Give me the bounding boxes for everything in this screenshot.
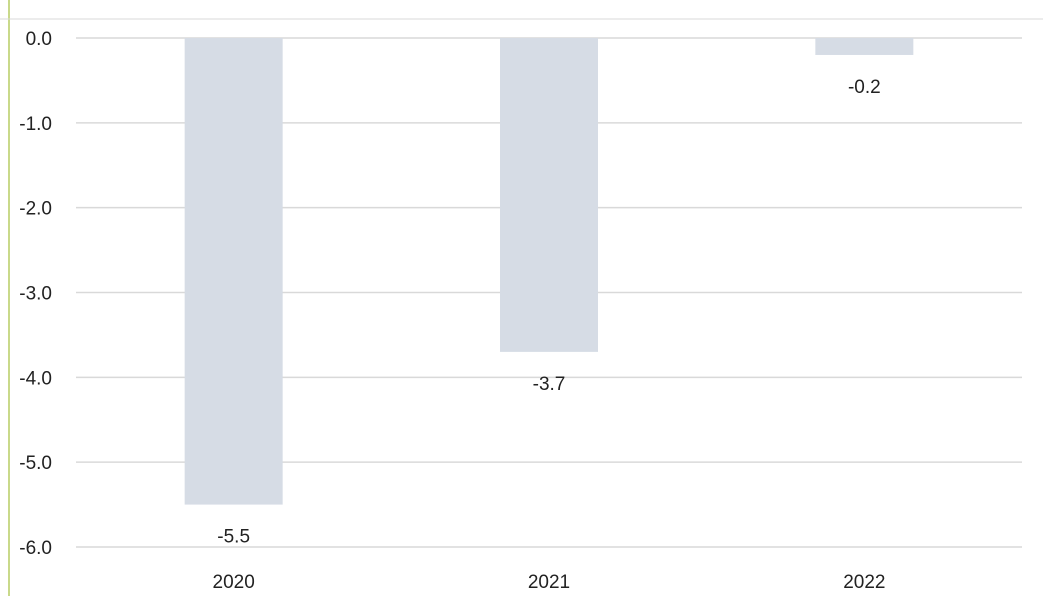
y-tick-label: -5.0 <box>19 453 52 474</box>
y-tick-label: -4.0 <box>19 368 52 389</box>
bar-2021 <box>500 38 598 352</box>
y-axis: 0.0 -1.0 -2.0 -3.0 -4.0 -5.0 -6.0 <box>19 29 52 559</box>
bar-2020 <box>184 38 283 505</box>
x-tick-label: 2021 <box>528 572 570 593</box>
y-tick-label: -1.0 <box>19 114 52 135</box>
data-label-2022: -0.2 <box>848 77 881 98</box>
bars <box>184 38 914 505</box>
data-label-2021: -3.7 <box>533 374 566 395</box>
y-tick-label: -6.0 <box>19 538 52 559</box>
y-tick-label: -3.0 <box>19 284 52 305</box>
x-tick-label: 2020 <box>213 572 255 593</box>
bar-2022 <box>815 38 914 55</box>
y-tick-label: -2.0 <box>19 199 52 220</box>
x-tick-label: 2022 <box>843 572 885 593</box>
data-labels: -5.5 -3.7 -0.2 <box>217 77 880 548</box>
x-axis: 2020 2021 2022 <box>213 572 886 593</box>
data-label-2020: -5.5 <box>217 527 250 548</box>
y-tick-label: 0.0 <box>26 29 52 50</box>
